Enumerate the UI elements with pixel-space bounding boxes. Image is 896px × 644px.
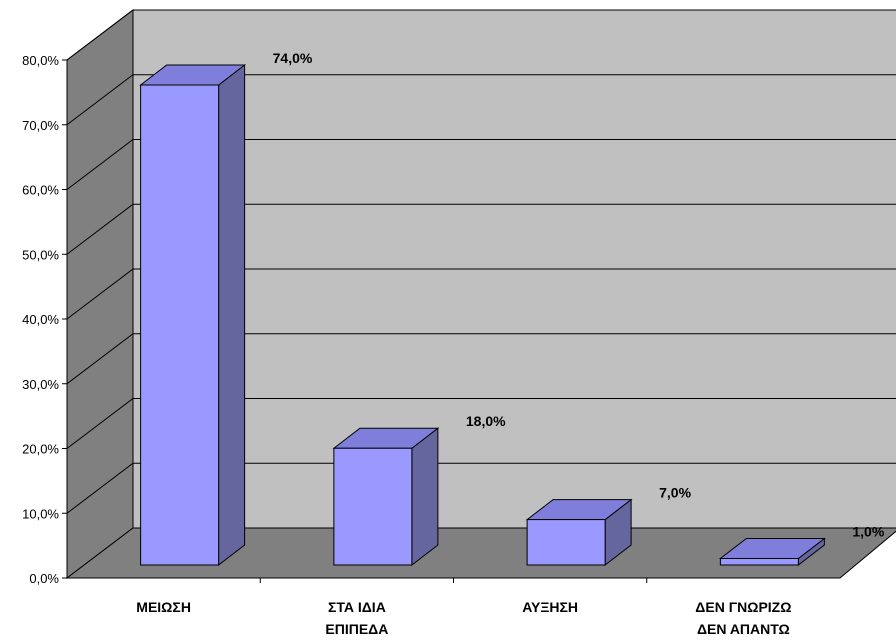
gridlines [66, 9, 896, 514]
category-label: ΔΕΝ ΓΝΩΡΙΖΩ [695, 599, 791, 615]
y-tick-label: 20,0% [22, 442, 59, 457]
bar [332, 427, 440, 567]
y-tick-label: 40,0% [22, 312, 59, 327]
bar-front [333, 447, 413, 566]
category-label: ΜΕΙΩΣΗ [136, 599, 191, 615]
y-tick-labels: 0,0% 10,0% 20,0% 30,0% 40,0% 50,0% 60,0% 70,0% 8… [22, 53, 59, 586]
axes [62, 59, 840, 583]
gridline [66, 268, 896, 320]
y-tick-label: 0,0% [29, 571, 59, 586]
gridline [66, 398, 896, 449]
y-tick-label: 50,0% [22, 247, 59, 262]
category-labels: ΜΕΙΩΣΗ ΣΤΑ ΙΔΙΑ ΕΠΙΠΕΔΑ ΑΥΞΗΣΗ ΔΕΝ ΓΝΩΡΙΖΩ ΔΕ… [136, 599, 791, 637]
y-tick-label: 70,0% [22, 118, 59, 133]
bars [139, 63, 826, 567]
y-tick-label: 30,0% [22, 377, 59, 392]
y-tick-label: 10,0% [22, 506, 59, 521]
gridline [66, 462, 896, 514]
category-label: ΣΤΑ ΙΔΙΑ [328, 599, 386, 615]
gridline [66, 203, 896, 255]
bar-front [526, 519, 606, 566]
category-label: ΔΕΝ ΑΠΑΝΤΩ [697, 621, 790, 637]
bar [525, 498, 633, 567]
y-tick-label: 80,0% [22, 53, 59, 68]
data-label: 1,0% [852, 524, 884, 540]
data-labels: 74,0% 18,0% 7,0% 1,0% [273, 50, 885, 540]
bar-front [719, 558, 799, 566]
bar-front [140, 84, 220, 566]
gridline [66, 74, 896, 126]
data-label: 7,0% [659, 485, 691, 501]
category-label: ΑΥΞΗΣΗ [522, 599, 578, 615]
category-label: ΕΠΙΠΕΔΑ [325, 621, 388, 637]
data-label: 74,0% [273, 50, 313, 66]
gridline [66, 139, 896, 190]
bar-side [411, 427, 439, 567]
gridline [66, 9, 896, 61]
bar [139, 63, 247, 567]
gridline [66, 333, 896, 385]
data-label: 18,0% [466, 413, 506, 429]
bar-side [218, 63, 246, 567]
y-tick-label: 60,0% [22, 183, 59, 198]
bar [718, 537, 826, 567]
